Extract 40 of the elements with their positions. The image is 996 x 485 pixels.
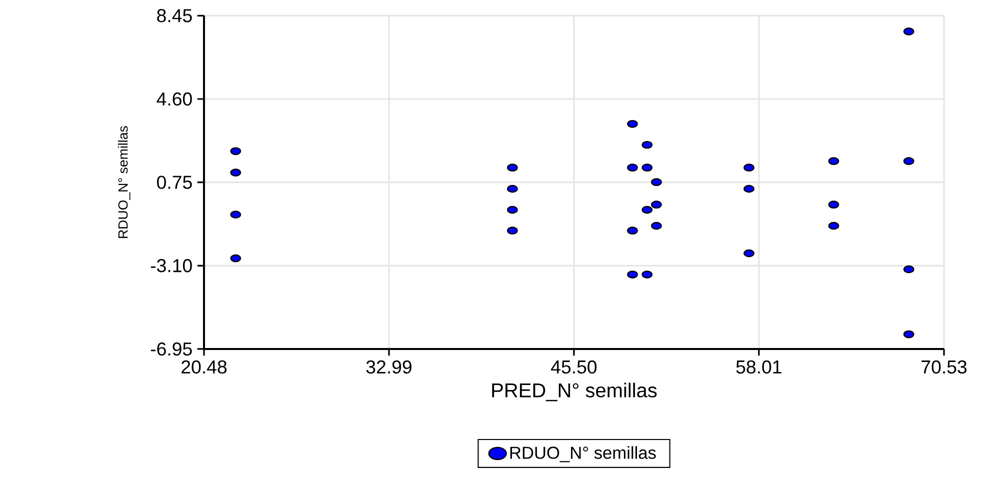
point bbox=[506, 164, 518, 172]
y-axis-title: RDUO_N° semillas bbox=[118, 126, 130, 238]
point bbox=[230, 210, 242, 219]
point bbox=[230, 254, 242, 262]
point bbox=[650, 200, 662, 209]
point bbox=[627, 120, 638, 128]
y-tick-label: -6.95 bbox=[150, 342, 192, 356]
point bbox=[627, 270, 638, 278]
point bbox=[744, 164, 754, 172]
y-tick-label: 4.60 bbox=[156, 92, 192, 106]
point bbox=[903, 265, 914, 274]
x-tick-label: 32.99 bbox=[366, 360, 412, 374]
x-axis-title: PRED_N° semillas bbox=[492, 382, 657, 402]
point bbox=[230, 147, 242, 156]
point bbox=[903, 330, 914, 338]
point bbox=[903, 157, 914, 166]
point bbox=[627, 226, 638, 235]
point bbox=[506, 206, 518, 214]
point bbox=[744, 184, 754, 193]
point bbox=[230, 168, 242, 177]
point bbox=[828, 200, 840, 209]
y-tick-label: -3.10 bbox=[150, 259, 192, 272]
point bbox=[744, 249, 754, 258]
point bbox=[828, 157, 840, 166]
x-tick-label: 70.53 bbox=[922, 360, 967, 374]
point bbox=[627, 164, 638, 172]
y-tick-label: 0.75 bbox=[157, 176, 192, 189]
x-tick-label: 58.01 bbox=[736, 360, 782, 374]
x-tick-label: 45.50 bbox=[550, 360, 597, 374]
point bbox=[642, 164, 653, 172]
point bbox=[506, 184, 518, 193]
point bbox=[650, 222, 662, 230]
point bbox=[650, 178, 662, 186]
point bbox=[828, 222, 840, 230]
x-tick-label: 20.48 bbox=[182, 360, 227, 374]
point bbox=[506, 226, 518, 235]
y-tick-label: 8.45 bbox=[157, 9, 192, 22]
point bbox=[642, 206, 653, 214]
point bbox=[642, 140, 653, 149]
legend-label: RDUO_N° semillas bbox=[510, 446, 656, 462]
